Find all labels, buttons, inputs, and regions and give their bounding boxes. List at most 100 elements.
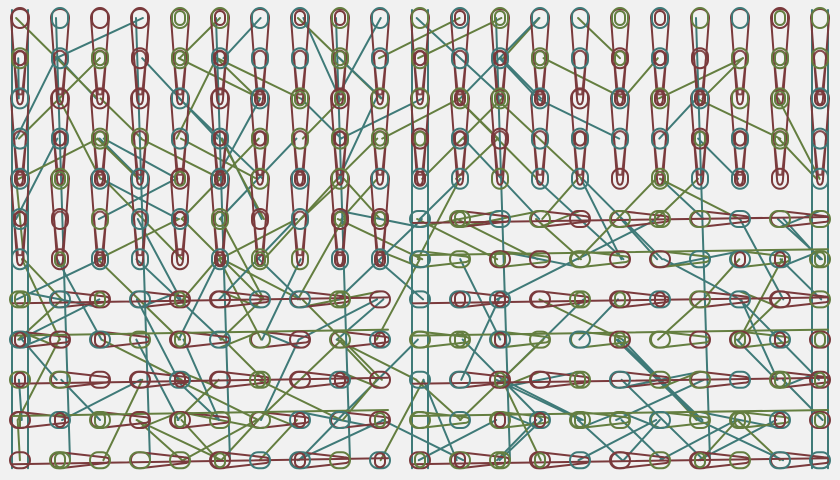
loop-ring	[129, 451, 151, 470]
loop-ring	[611, 127, 629, 150]
diagonal-strand	[96, 137, 140, 180]
loop-ring	[689, 290, 711, 309]
horizontal-loop-strand	[650, 411, 711, 429]
horizontal-loop-strand	[610, 451, 671, 470]
inner-loop-ring	[14, 170, 26, 187]
diagonal-strand	[495, 258, 578, 301]
edge-column-strand	[811, 9, 829, 470]
loop-ring	[689, 411, 711, 429]
diagonal-strand	[257, 378, 343, 421]
loop-ring	[449, 370, 471, 389]
loop-ring	[611, 87, 629, 110]
diagonal-strand	[535, 177, 625, 261]
inner-loop-ring	[254, 251, 266, 268]
loop-ring	[529, 210, 551, 228]
diagonal-strand	[61, 378, 142, 421]
loop-ring	[529, 250, 551, 269]
diagonal-strand	[658, 419, 738, 462]
loop-ring	[769, 290, 791, 309]
inner-loop-ring	[494, 10, 506, 26]
horizontal-loop-strand	[170, 411, 231, 429]
loop-ring	[691, 47, 709, 70]
loop-ring	[411, 127, 429, 150]
inner-loop-ring	[94, 412, 106, 428]
loop-ring	[611, 7, 629, 29]
horizontal-loop-strand	[170, 330, 231, 349]
inner-loop-ring	[734, 251, 746, 268]
inner-loop-ring	[374, 452, 386, 469]
diagonal-strand	[460, 298, 500, 381]
loop-ring	[609, 451, 631, 470]
inner-loop-ring	[94, 331, 106, 348]
diagonal-strand	[738, 258, 784, 341]
loop-ring	[571, 87, 589, 110]
loop-ring	[531, 87, 549, 110]
horizontal-loop-strand	[210, 290, 271, 309]
diagonal-strand	[459, 258, 502, 341]
loop-ring	[51, 248, 69, 271]
loop-ring	[651, 87, 669, 110]
loop-ring	[611, 47, 629, 70]
inner-loop-ring	[214, 10, 226, 26]
loop-ring	[531, 7, 549, 29]
loop-ring	[329, 451, 351, 470]
loop-ring	[249, 411, 271, 429]
horizontal-loop-strand	[490, 250, 551, 269]
horizontal-running-strand	[11, 409, 389, 417]
inner-loop-ring	[774, 251, 786, 268]
loop-ring	[51, 167, 69, 190]
diagonal-strand	[620, 378, 705, 462]
inner-loop-ring	[294, 10, 306, 26]
inner-loop-ring	[774, 50, 786, 67]
loop-ring	[211, 87, 229, 110]
diagonal-strand	[336, 338, 419, 421]
diagonal-strand	[299, 290, 381, 309]
horizontal-loop-strand	[530, 210, 591, 228]
horizontal-loop-strand	[690, 451, 751, 470]
inner-loop-ring	[94, 291, 106, 308]
diagonal-strand	[301, 97, 344, 140]
loop-ring	[729, 370, 751, 389]
loop-ring	[51, 127, 69, 150]
inner-loop-ring	[654, 211, 666, 227]
inner-loop-ring	[14, 50, 26, 67]
inner-loop-ring	[294, 452, 306, 469]
inner-loop-ring	[454, 10, 466, 26]
diagonal-strand	[135, 338, 180, 421]
loop-ring	[49, 370, 71, 389]
inner-loop-ring	[54, 251, 66, 268]
loop-ring	[171, 248, 189, 271]
diagonal-strand	[182, 419, 258, 462]
inner-loop-ring	[774, 412, 786, 428]
diagonal-strand	[15, 137, 59, 220]
inner-loop-ring	[214, 251, 226, 268]
diagonal-strand	[179, 137, 258, 180]
diagonal-strand	[220, 137, 265, 220]
loop-ring	[291, 7, 309, 29]
loop-ring	[529, 370, 551, 389]
diagonal-strand	[339, 97, 424, 140]
inner-loop-ring	[534, 452, 546, 469]
loop-ring	[331, 87, 349, 110]
loop-ring	[369, 370, 391, 389]
inner-loop-ring	[294, 90, 306, 107]
diagonal-strand	[659, 250, 741, 269]
inner-loop-ring	[574, 130, 586, 147]
inner-loop-ring	[494, 291, 506, 308]
loop-ring	[569, 330, 591, 349]
inner-loop-ring	[494, 452, 506, 469]
loop-ring	[51, 47, 69, 70]
horizontal-loop-strand	[690, 290, 751, 309]
loop-ring	[411, 47, 429, 70]
loop-ring	[331, 47, 349, 70]
diagonal-strand	[459, 210, 541, 228]
inner-loop-ring	[454, 90, 466, 107]
inner-loop-ring	[454, 331, 466, 348]
diagonal-strand	[459, 17, 540, 100]
loop-ring	[169, 451, 191, 470]
diagonal-strand	[102, 378, 144, 462]
loop-ring	[9, 411, 31, 429]
loop-ring	[371, 7, 389, 29]
loop-ring	[251, 248, 269, 271]
